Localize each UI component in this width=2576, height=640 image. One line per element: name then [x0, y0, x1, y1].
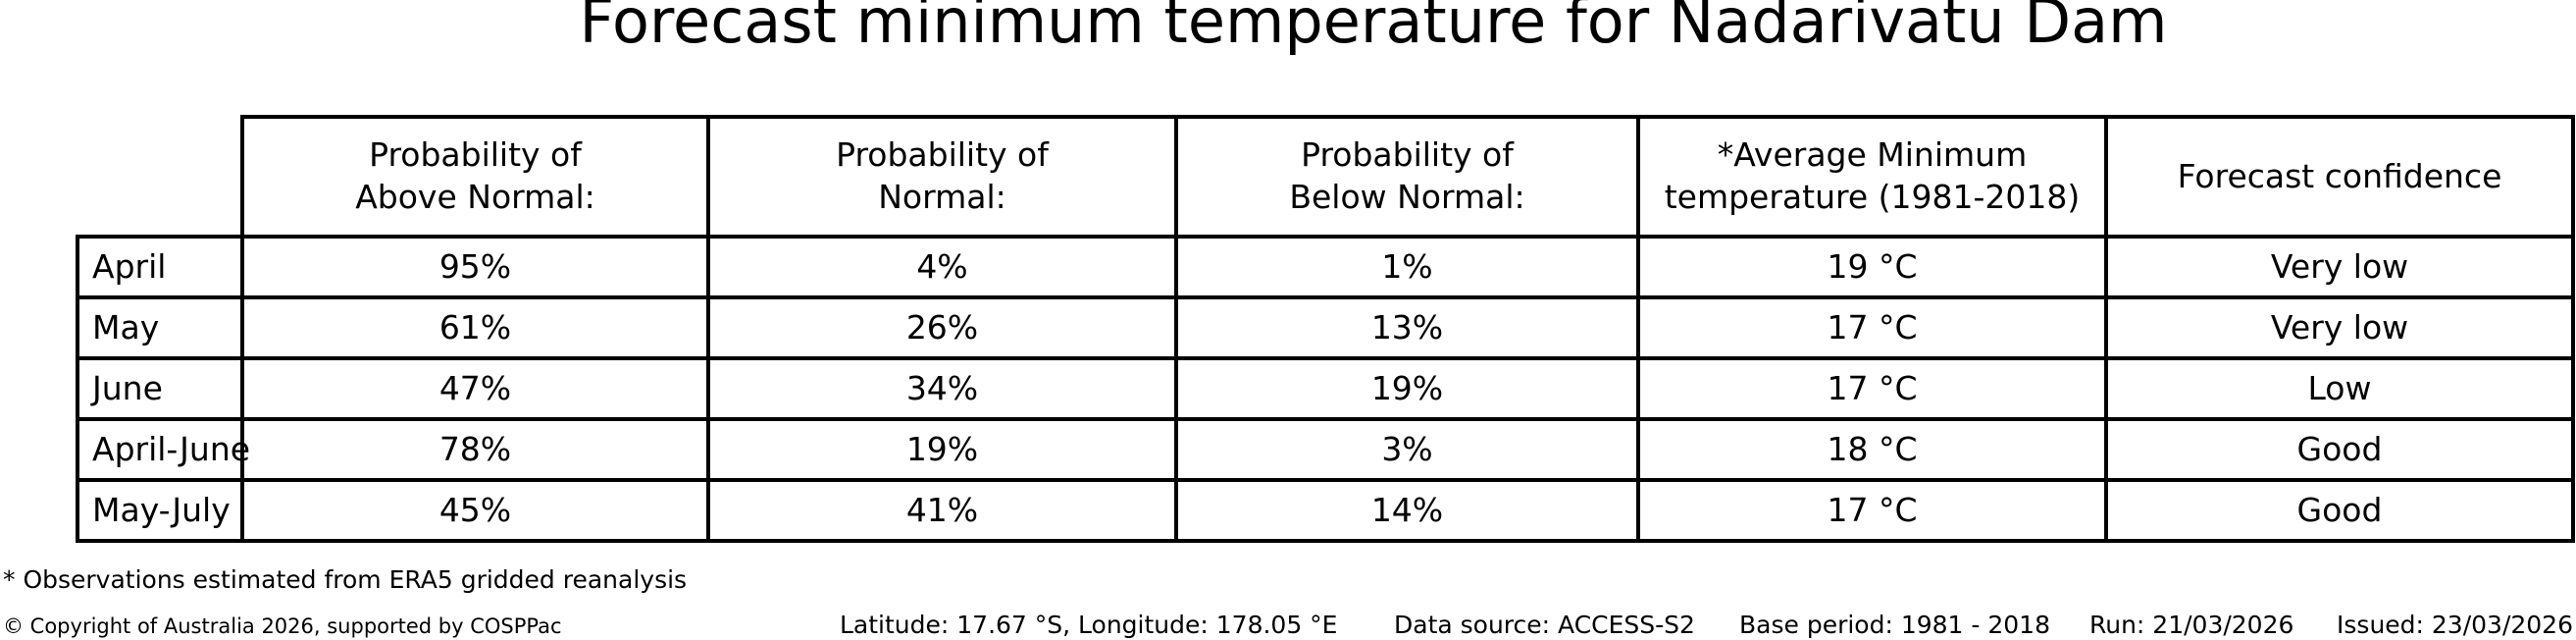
header-cell-normal: Probability of Normal: [706, 115, 1178, 239]
cell-above-normal: 95% [240, 235, 710, 299]
row-label: April [76, 235, 244, 299]
cell-average-min-temp: 19 °C [1636, 235, 2108, 299]
cell-above-normal: 45% [240, 478, 710, 543]
cell-forecast-confidence: Good [2104, 417, 2575, 482]
table-row-may-july: May-July 45% 41% 14% 17 °C Good [76, 478, 2575, 543]
cell-below-normal: 3% [1174, 417, 1640, 482]
table-row-april: April 95% 4% 1% 19 °C Very low [76, 235, 2575, 299]
lat-long-text: Latitude: 17.67 °S, Longitude: 178.05 °E [840, 611, 1338, 639]
cell-below-normal: 13% [1174, 295, 1640, 360]
table-row-june: June 47% 34% 19% 17 °C Low [76, 356, 2575, 421]
header-cell-above-normal: Probability of Above Normal: [240, 115, 710, 239]
cell-above-normal: 47% [240, 356, 710, 421]
cell-normal: 4% [706, 235, 1178, 299]
header-cell-forecast-confidence: Forecast confidence [2104, 115, 2575, 239]
cell-above-normal: 61% [240, 295, 710, 360]
cell-normal: 34% [706, 356, 1178, 421]
cell-forecast-confidence: Good [2104, 478, 2575, 543]
cell-average-min-temp: 17 °C [1636, 295, 2108, 360]
cell-normal: 19% [706, 417, 1178, 482]
cell-average-min-temp: 18 °C [1636, 417, 2108, 482]
row-label: June [76, 356, 244, 421]
cell-average-min-temp: 17 °C [1636, 356, 2108, 421]
cell-below-normal: 19% [1174, 356, 1640, 421]
cell-forecast-confidence: Very low [2104, 295, 2575, 360]
footer-bar: © Copyright of Australia 2026, supported… [0, 608, 2576, 637]
cell-below-normal: 1% [1174, 235, 1640, 299]
copyright-text: © Copyright of Australia 2026, supported… [3, 614, 562, 638]
table-header: Probability of Above Normal: Probability… [77, 115, 2575, 239]
cell-normal: 26% [706, 295, 1178, 360]
base-period-text: Base period: 1981 - 2018 [1739, 611, 2050, 639]
header-row: Probability of Above Normal: Probability… [77, 115, 2575, 239]
table-row-may: May 61% 26% 13% 17 °C Very low [76, 295, 2575, 360]
cell-average-min-temp: 17 °C [1636, 478, 2108, 543]
cell-above-normal: 78% [240, 417, 710, 482]
cell-normal: 41% [706, 478, 1178, 543]
table-body: April 95% 4% 1% 19 °C Very low May 61% 2… [76, 235, 2575, 543]
figure-title: Forecast minimum temperature for Nadariv… [579, 0, 2168, 57]
header-cell-corner [77, 117, 242, 237]
run-date-text: Run: 21/03/2026 [2089, 611, 2294, 639]
cell-below-normal: 14% [1174, 478, 1640, 543]
forecast-table: Probability of Above Normal: Probability… [76, 115, 2575, 543]
cell-forecast-confidence: Very low [2104, 235, 2575, 299]
issued-date-text: Issued: 23/03/2026 [2337, 611, 2573, 639]
data-source-text: Data source: ACCESS-S2 [1394, 611, 1695, 639]
header-cell-below-normal: Probability of Below Normal: [1174, 115, 1640, 239]
header-cell-average-min-temp: *Average Minimum temperature (1981-2018) [1636, 115, 2108, 239]
row-label: May [76, 295, 244, 360]
cell-forecast-confidence: Low [2104, 356, 2575, 421]
row-label: May-July [76, 478, 244, 543]
observations-footnote: * Observations estimated from ERA5 gridd… [3, 565, 688, 594]
row-label: April-June [76, 417, 250, 482]
table-row-april-june: April-June 78% 19% 3% 18 °C Good [76, 417, 2575, 482]
